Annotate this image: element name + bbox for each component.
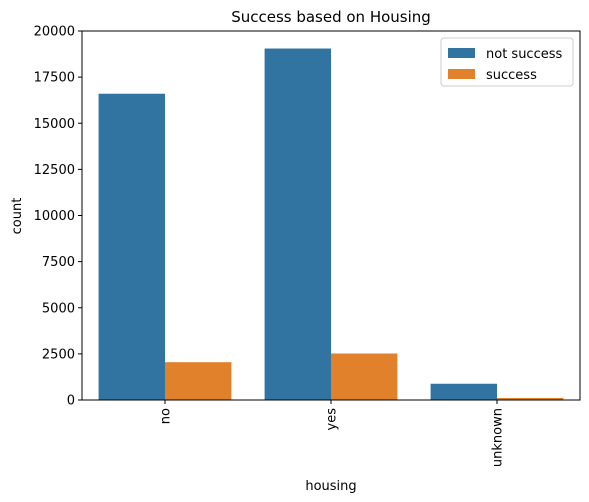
x-tick-label-yes: yes	[325, 408, 340, 431]
legend-swatch-success	[448, 69, 475, 79]
x-axis-title: housing	[305, 479, 356, 494]
y-tick-label: 2500	[42, 347, 75, 362]
x-tick-label-no: no	[159, 408, 174, 424]
x-tick-label-unknown: unknown	[491, 408, 506, 467]
y-axis-title: count	[10, 198, 25, 235]
legend-label-success: success	[486, 68, 537, 83]
legend-swatch-not-success	[448, 48, 475, 58]
bar-no-success	[165, 362, 232, 400]
legend: not success success	[440, 37, 574, 87]
plot-area: 0 2500 5000 7500 10000 12500 15000 17500 20000 no…	[34, 25, 581, 467]
y-tick-label: 10000	[34, 209, 75, 224]
legend-label-not-success: not success	[486, 47, 563, 62]
bar-no-not-success	[98, 93, 165, 400]
y-tick-label: 15000	[34, 117, 75, 132]
y-tick-label: 20000	[34, 25, 75, 40]
bar-yes-success	[331, 353, 398, 400]
bar-unknown-success	[497, 397, 564, 400]
y-tick-label: 17500	[34, 71, 75, 86]
chart-title: Success based on Housing	[231, 8, 431, 26]
y-tick-label: 7500	[42, 255, 75, 270]
bar-unknown-not-success	[430, 383, 497, 400]
bar-yes-not-success	[264, 48, 331, 400]
y-tick-label: 0	[67, 394, 75, 409]
y-tick-label: 5000	[42, 301, 75, 316]
y-tick-label: 12500	[34, 163, 75, 178]
